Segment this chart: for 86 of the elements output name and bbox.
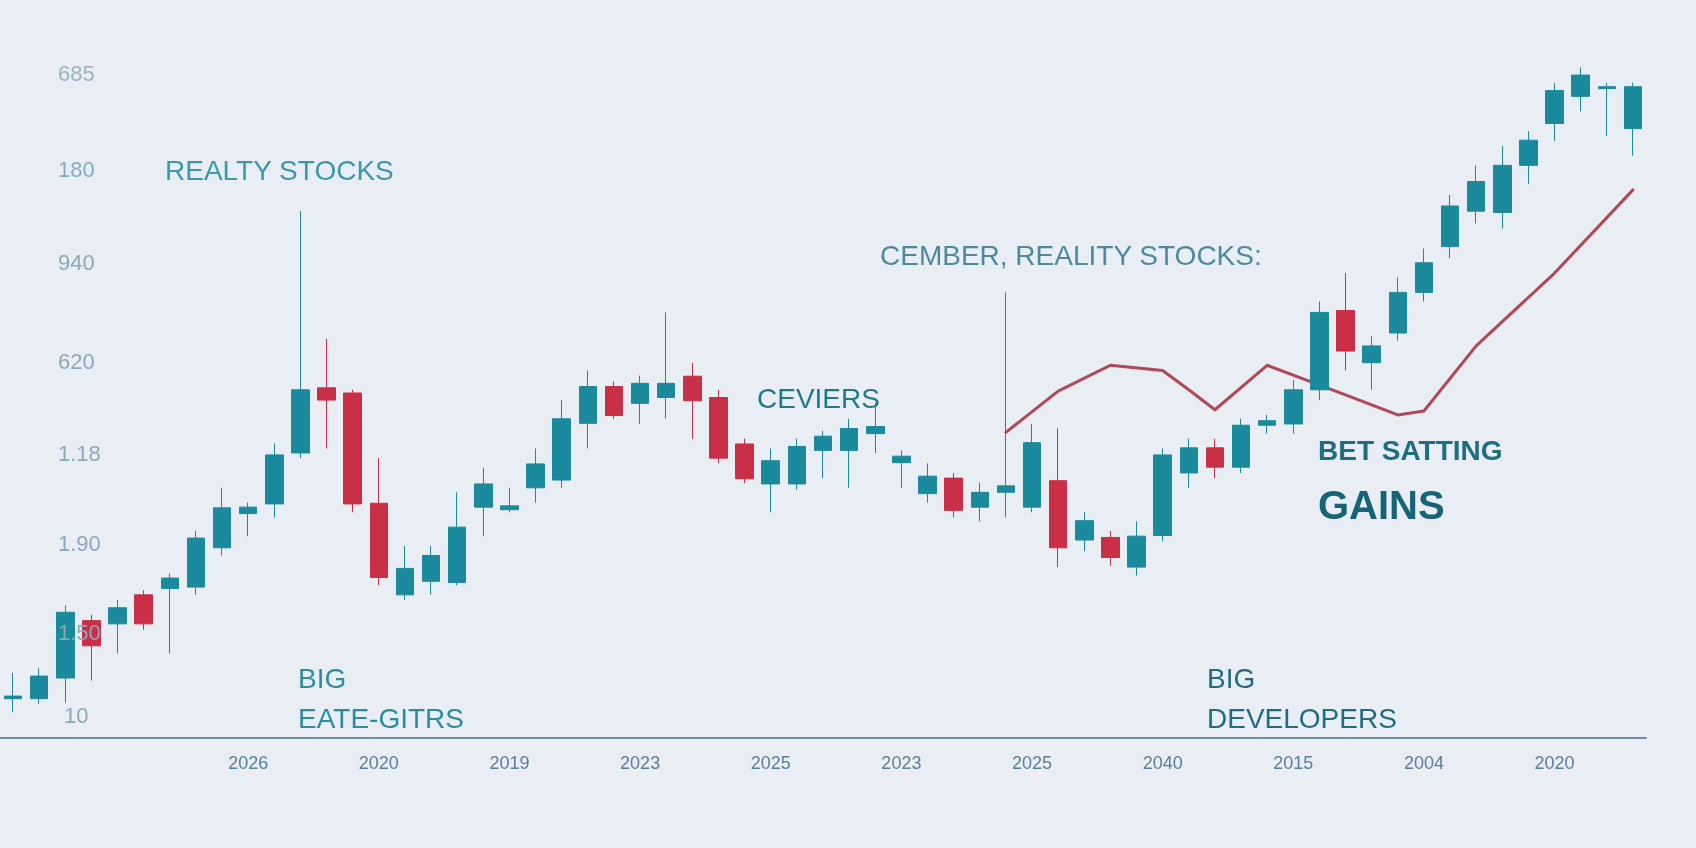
x-tick-label: 2040 <box>1142 753 1183 773</box>
candlestick <box>422 545 440 596</box>
candlestick <box>1336 272 1355 371</box>
annotation: 180 <box>58 157 95 183</box>
candlestick <box>1467 164 1485 224</box>
candlestick <box>1232 418 1250 474</box>
candlestick <box>1598 82 1616 137</box>
candlestick <box>944 472 963 518</box>
annotation: REALTY STOCKS <box>165 154 394 186</box>
candlestick <box>788 438 806 491</box>
candlestick <box>1389 277 1407 342</box>
candlestick <box>4 672 22 713</box>
candlestick <box>239 502 257 537</box>
candlestick <box>187 530 205 596</box>
x-tick-label: 2020 <box>358 753 399 773</box>
annotation: 1.90 <box>58 531 101 557</box>
candlestick <box>343 389 362 513</box>
candlestick <box>918 462 937 504</box>
candlestick <box>396 545 414 601</box>
candlestick <box>709 389 728 464</box>
annotation: 1.50 <box>58 620 101 646</box>
candlestick <box>1284 379 1303 435</box>
annotation: CEMBER, REALITY STOCKS: <box>880 239 1262 271</box>
x-tick-label: 2015 <box>1273 753 1314 773</box>
candlestick <box>134 589 153 631</box>
annotation: 620 <box>58 349 95 375</box>
x-tick-label: 2023 <box>620 753 661 773</box>
x-tick-label: 2025 <box>1011 753 1053 773</box>
candlestick <box>579 369 597 449</box>
candlestick <box>892 449 911 489</box>
candlestick <box>526 447 545 504</box>
candlestick <box>1206 438 1224 479</box>
candlestick <box>1493 145 1512 230</box>
candlestick <box>840 418 858 489</box>
candlestick <box>1180 438 1198 489</box>
annotation: BIG EATE-GITRS <box>298 662 464 735</box>
annotation: 685 <box>58 61 95 87</box>
annotation: 1.18 <box>58 441 101 467</box>
candlestick <box>265 442 284 518</box>
annotation: 10 <box>64 703 89 729</box>
candlestick <box>1153 447 1172 542</box>
candlestick <box>108 599 127 655</box>
x-tick-label: 2019 <box>489 753 530 773</box>
candlestick <box>448 491 466 586</box>
annotation: CEVIERS <box>757 382 880 414</box>
x-tick-label: 2004 <box>1403 753 1444 773</box>
candlestick <box>1258 414 1276 435</box>
candlestick <box>1545 82 1564 142</box>
candlestick <box>161 573 179 655</box>
candlestick <box>1519 130 1538 185</box>
candlestick <box>474 467 493 537</box>
x-tick-label: 2023 <box>881 753 922 773</box>
candlestick <box>30 667 48 705</box>
candlestick <box>735 438 754 484</box>
candlestick <box>1415 248 1433 302</box>
x-tick-label: 2026 <box>228 753 269 773</box>
candlestick <box>997 291 1015 518</box>
annotation: BIG DEVELOPERS <box>1207 662 1397 735</box>
x-tick-label: 2025 <box>750 753 791 773</box>
candlestick <box>1362 335 1381 391</box>
annotation: 940 <box>58 250 95 276</box>
x-tick-label: 2020 <box>1534 753 1575 773</box>
candlestick <box>1624 82 1642 157</box>
candlestick <box>1075 511 1094 552</box>
candlestick <box>370 457 388 586</box>
candlestick <box>1571 66 1590 112</box>
candlestick <box>761 447 780 513</box>
candlestick <box>291 210 310 459</box>
candlestick <box>971 482 989 522</box>
candlestick <box>1310 300 1329 401</box>
annotation: GAINS <box>1318 483 1445 527</box>
candlestick <box>1127 520 1146 576</box>
candlestick <box>657 311 675 420</box>
candlestick <box>1441 194 1459 259</box>
candlestick <box>1049 427 1067 568</box>
candlestick <box>814 430 832 479</box>
candlestick <box>1101 530 1120 567</box>
candlestick <box>213 487 231 556</box>
candlestick <box>500 487 519 513</box>
candlestick <box>317 338 336 449</box>
candlestick <box>683 362 702 440</box>
candlestick <box>1023 423 1041 513</box>
candlestick <box>631 375 649 425</box>
candlestick <box>552 399 571 489</box>
annotation: BET SATTING <box>1318 434 1503 466</box>
candlestick <box>605 380 623 420</box>
